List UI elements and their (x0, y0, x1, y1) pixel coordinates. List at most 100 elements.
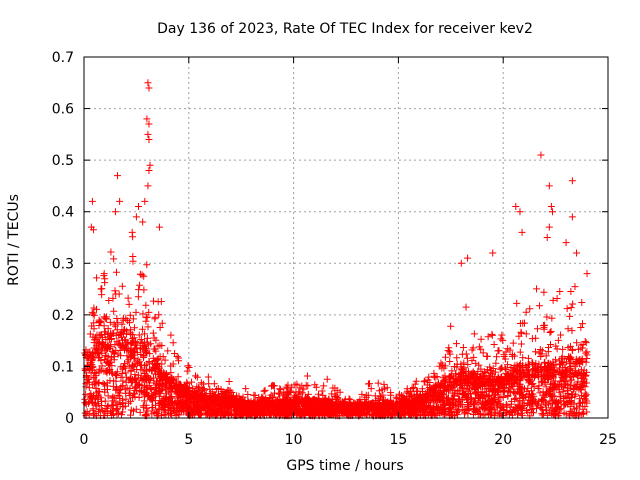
data-point (552, 361, 560, 369)
data-point (321, 405, 329, 413)
data-point (110, 307, 118, 315)
data-point (143, 334, 151, 342)
data-point (169, 376, 177, 384)
data-point (242, 410, 250, 418)
data-point (93, 345, 101, 353)
data-point (143, 261, 151, 269)
data-point (392, 393, 400, 401)
data-point (555, 388, 563, 396)
y-tick-label: 0.7 (52, 50, 74, 66)
data-point (561, 381, 569, 389)
data-point (550, 367, 558, 375)
data-point (582, 349, 590, 357)
data-point (150, 334, 158, 342)
data-point (466, 389, 474, 397)
data-point (141, 372, 149, 380)
data-point (371, 392, 379, 400)
data-point (91, 399, 99, 407)
data-point (136, 339, 144, 347)
data-point (158, 405, 166, 413)
data-point (101, 328, 109, 336)
data-point (113, 410, 121, 418)
data-point (508, 383, 516, 391)
data-point (573, 404, 581, 412)
data-point (475, 343, 483, 351)
data-point (560, 355, 568, 363)
data-point (145, 166, 153, 174)
data-point (379, 396, 387, 404)
data-point (332, 395, 340, 403)
data-point (269, 382, 277, 390)
data-point (368, 401, 376, 409)
data-point (88, 197, 96, 205)
data-point (162, 386, 170, 394)
data-point (94, 354, 102, 362)
data-point (271, 410, 279, 418)
data-point (139, 310, 147, 318)
data-point (102, 352, 110, 360)
data-point (468, 357, 476, 365)
data-point (504, 392, 512, 400)
data-point (137, 374, 145, 382)
y-tick-label: 0.2 (52, 308, 74, 324)
data-point (477, 335, 485, 343)
data-point (212, 410, 220, 418)
data-point (84, 354, 92, 362)
data-point (556, 406, 564, 414)
data-point (95, 378, 103, 386)
data-point (419, 404, 427, 412)
data-point (452, 340, 460, 348)
data-point (537, 404, 545, 412)
data-point (506, 388, 514, 396)
data-point (173, 405, 181, 413)
data-point (410, 402, 418, 410)
data-point (232, 394, 240, 402)
data-point (411, 380, 419, 388)
data-point (426, 403, 434, 411)
data-point (579, 344, 587, 352)
data-point (568, 345, 576, 353)
data-point (567, 373, 575, 381)
data-point (118, 369, 126, 377)
data-point (491, 368, 499, 376)
data-point (103, 343, 111, 351)
data-point (156, 364, 164, 372)
x-axis-ticks: 0 5 10 15 20 25 (80, 57, 617, 448)
data-point (266, 410, 274, 418)
data-point (217, 386, 225, 394)
data-point (340, 409, 348, 417)
data-point (255, 393, 263, 401)
data-point (238, 396, 246, 404)
data-point (209, 397, 217, 405)
data-point (412, 377, 420, 385)
data-point (519, 354, 527, 362)
data-point (131, 348, 139, 356)
data-point (127, 366, 135, 374)
data-point (142, 314, 150, 322)
data-point (119, 336, 127, 344)
data-point (579, 405, 587, 413)
data-point (126, 385, 134, 393)
data-point (545, 182, 553, 190)
y-tick-label: 0.5 (52, 153, 74, 169)
data-point (178, 402, 186, 410)
data-point (95, 368, 103, 376)
data-point (371, 409, 379, 417)
data-point (441, 378, 449, 386)
data-point (145, 120, 153, 128)
data-point (100, 270, 108, 278)
data-point (566, 384, 574, 392)
data-point (513, 378, 521, 386)
data-point (484, 393, 492, 401)
y-tick-label: 0.4 (52, 205, 74, 221)
data-point (144, 323, 152, 331)
data-point (208, 406, 216, 414)
data-point (570, 381, 578, 389)
data-point (408, 397, 416, 405)
data-point (161, 371, 169, 379)
data-point (541, 367, 549, 375)
chart-title: Day 136 of 2023, Rate Of TEC Index for r… (157, 21, 533, 37)
data-point (459, 405, 467, 413)
data-point (111, 287, 119, 295)
data-point (389, 406, 397, 414)
